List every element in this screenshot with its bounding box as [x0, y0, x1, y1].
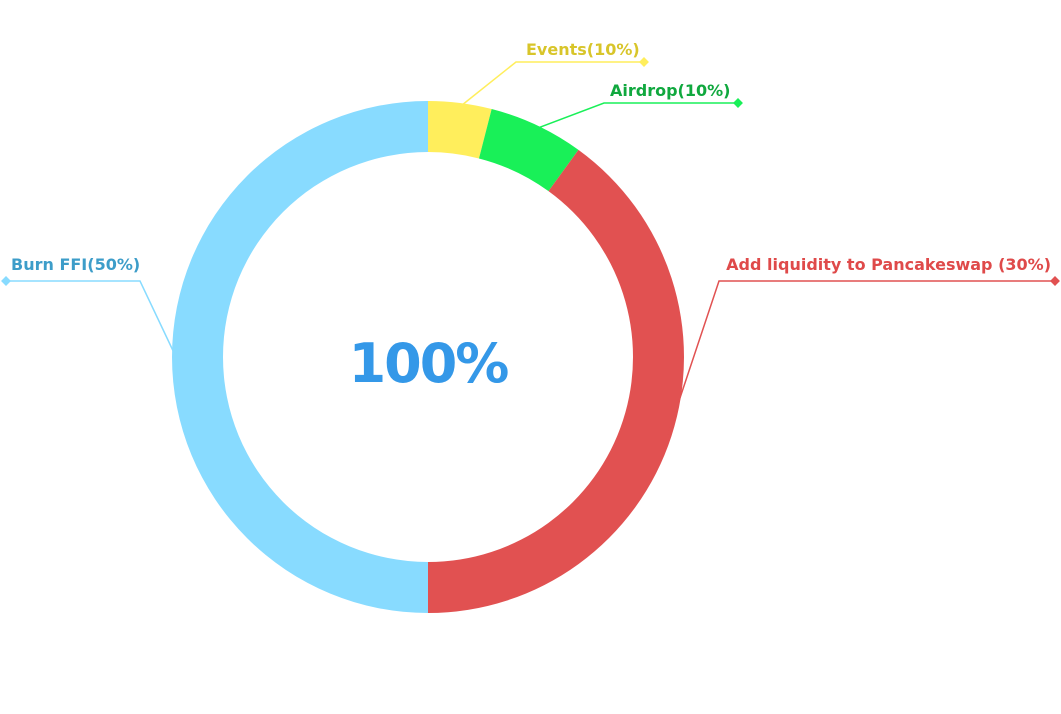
slice-add-liquidity-to-pancakeswap — [428, 149, 684, 613]
leader-marker-add-liquidity-to-pancakeswap — [1050, 276, 1060, 286]
slice-label-burn: Burn FFI(50%) — [11, 255, 140, 274]
leader-line-events — [459, 61, 644, 108]
slice-label-add-liquidity: Add liquidity to Pancakeswap (30%) — [726, 255, 1051, 274]
slice-label-events: Events(10%) — [526, 40, 640, 59]
leader-line-airdrop — [535, 102, 738, 130]
slice-burn-ffi — [172, 101, 428, 613]
slice-events — [428, 101, 492, 159]
leader-lines — [1, 57, 1060, 436]
leader-line-burn-ffi — [6, 280, 177, 358]
leader-marker-burn-ffi — [1, 276, 11, 286]
leader-marker-events — [639, 57, 649, 67]
leader-line-add-liquidity-to-pancakeswap — [666, 280, 1055, 436]
slice-airdrop — [478, 109, 579, 192]
leader-marker-airdrop — [733, 98, 743, 108]
donut-slices — [172, 101, 684, 613]
center-total-label: 100% — [349, 332, 509, 395]
slice-label-airdrop: Airdrop(10%) — [610, 81, 730, 100]
